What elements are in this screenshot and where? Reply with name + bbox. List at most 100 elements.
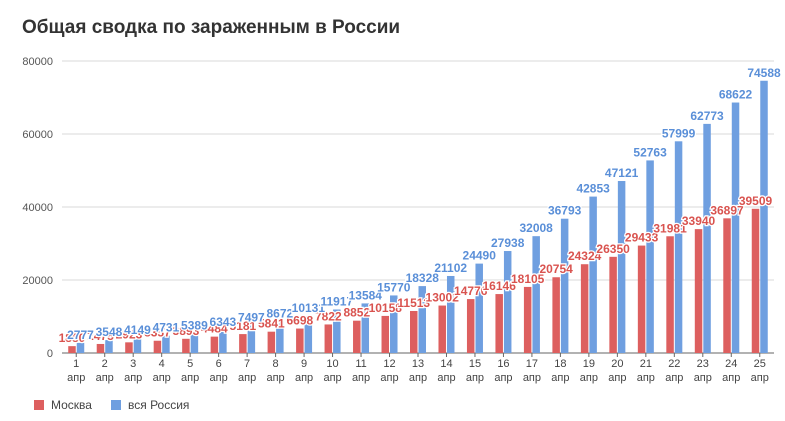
data-label-russia: 32008 (519, 221, 553, 235)
legend-item-russia[interactable]: вся Россия (111, 398, 189, 412)
data-label-moscow: 1880 (59, 331, 86, 345)
x-tick-label: 2 (102, 358, 108, 370)
x-tick-sublabel: апр (694, 372, 712, 384)
data-label-russia: 27938 (491, 236, 525, 250)
legend-label-russia: вся Россия (128, 398, 190, 412)
data-label-russia: 6343 (210, 315, 237, 329)
data-label-russia: 24490 (463, 249, 497, 263)
bar-russia (503, 251, 512, 353)
data-label-moscow: 6698 (286, 314, 313, 328)
x-tick-label: 13 (412, 358, 424, 370)
x-tick-label: 17 (526, 358, 538, 370)
data-label-russia: 18328 (406, 271, 440, 285)
x-tick-sublabel: апр (352, 372, 370, 384)
data-label-russia: 36793 (548, 204, 582, 218)
bar-russia (276, 321, 284, 353)
data-label-moscow: 3893 (173, 324, 200, 338)
bar-russia (532, 236, 540, 353)
data-label-russia: 47121 (605, 166, 639, 180)
data-label-russia: 62773 (690, 109, 724, 123)
x-tick-label: 15 (469, 358, 481, 370)
data-label-russia: 15770 (377, 280, 411, 294)
data-label-moscow: 33940 (682, 214, 716, 228)
x-tick-label: 3 (130, 358, 136, 370)
x-tick-label: 10 (326, 358, 338, 370)
bar-russia (617, 181, 626, 353)
bar-moscow (495, 294, 503, 353)
data-label-russia: 8672 (266, 306, 293, 320)
x-tick-label: 18 (554, 358, 566, 370)
bar-russia (361, 303, 370, 353)
data-label-russia: 57999 (662, 126, 696, 140)
bar-moscow (666, 236, 674, 353)
bar-moscow (609, 256, 617, 353)
bar-moscow (466, 299, 475, 353)
data-label-moscow: 16146 (483, 279, 517, 293)
data-label-russia: 68622 (719, 88, 753, 102)
data-label-moscow: 2475 (87, 329, 114, 343)
bar-russia (133, 337, 142, 353)
bar-moscow (353, 320, 361, 353)
bar-moscow (381, 315, 390, 353)
data-label-russia: 3548 (96, 325, 123, 339)
y-tick-label: 20000 (22, 275, 53, 287)
data-label-moscow: 8852 (343, 306, 370, 320)
legend-item-moscow[interactable]: Москва (34, 398, 92, 412)
bar-moscow (239, 334, 247, 353)
bar-russia (162, 335, 170, 353)
data-label-russia: 74588 (747, 66, 781, 80)
data-label-moscow: 20754 (539, 262, 573, 276)
x-tick-label: 6 (216, 358, 222, 370)
data-label-moscow: 3357 (144, 326, 171, 340)
bar-moscow (68, 346, 76, 353)
bar-russia (76, 342, 85, 353)
data-label-russia: 5389 (181, 318, 208, 332)
x-tick-label: 22 (668, 358, 680, 370)
bar-russia (674, 141, 683, 353)
data-label-russia: 4149 (124, 323, 151, 337)
y-tick-label: 40000 (22, 202, 53, 214)
bar-russia (703, 123, 711, 354)
x-tick-sublabel: апр (153, 372, 171, 384)
x-tick-label: 11 (355, 358, 366, 370)
x-tick-sublabel: апр (665, 372, 683, 384)
bar-russia (105, 340, 113, 353)
data-label-russia: 21102 (434, 261, 467, 275)
data-label-russia: 11917 (320, 295, 353, 309)
bar-moscow (438, 305, 446, 353)
data-label-moscow: 18105 (511, 272, 545, 286)
y-tick-label: 80000 (22, 56, 53, 68)
y-tick-label: 0 (47, 348, 53, 360)
data-label-russia: 13584 (349, 288, 383, 302)
x-tick-sublabel: апр (466, 372, 484, 384)
x-tick-label: 23 (697, 358, 709, 370)
bar-moscow (694, 229, 703, 353)
x-tick-sublabel: апр (67, 372, 85, 384)
bar-moscow (96, 343, 105, 353)
x-tick-label: 9 (301, 358, 307, 370)
bar-russia (247, 325, 256, 353)
y-tick-label: 60000 (22, 129, 53, 141)
bar-moscow (637, 245, 646, 353)
x-tick-label: 7 (244, 358, 250, 370)
data-label-moscow: 24324 (568, 249, 602, 263)
bar-russia (760, 80, 768, 354)
data-label-moscow: 2923 (116, 327, 143, 341)
bar-moscow (751, 208, 760, 353)
data-label-moscow: 36897 (710, 203, 744, 217)
x-tick-label: 4 (159, 358, 165, 370)
x-tick-sublabel: апр (722, 372, 740, 384)
x-tick-sublabel: апр (210, 372, 228, 384)
x-tick-sublabel: апр (437, 372, 455, 384)
bar-moscow (267, 331, 276, 353)
data-label-russia: 10131 (292, 301, 326, 315)
x-tick-label: 14 (440, 358, 452, 370)
x-tick-sublabel: апр (580, 372, 598, 384)
x-tick-sublabel: апр (323, 372, 341, 384)
x-tick-sublabel: апр (608, 372, 626, 384)
legend-swatch-moscow (34, 400, 44, 410)
data-label-moscow: 29433 (625, 231, 659, 245)
bar-russia (390, 295, 398, 353)
bar-moscow (125, 342, 133, 353)
data-label-russia: 7497 (238, 311, 265, 325)
